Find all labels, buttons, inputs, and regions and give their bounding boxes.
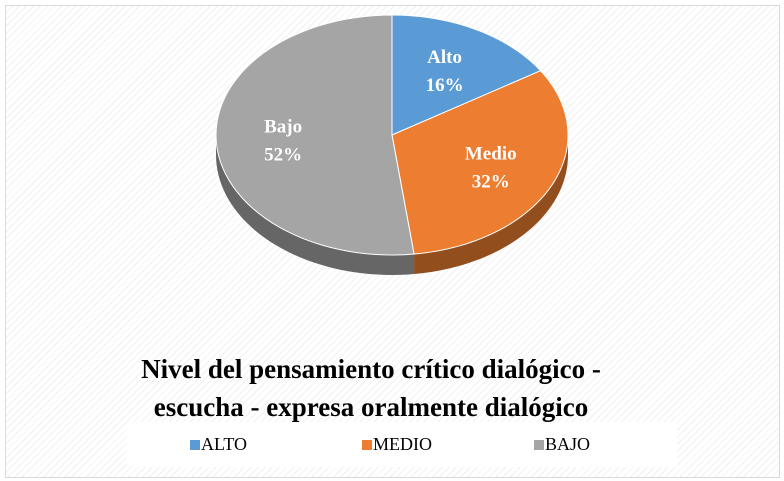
data-label: 52% — [264, 145, 302, 166]
slice — [391, 70, 569, 255]
legend-label: ALTO — [201, 434, 247, 454]
slice-side — [216, 135, 415, 275]
slice — [391, 14, 542, 136]
legend-box — [127, 422, 677, 467]
chart-title: Nivel del pensamiento crítico dialógico … — [141, 354, 601, 384]
data-label: 32% — [472, 172, 510, 193]
slice-side — [414, 135, 568, 275]
data-label-name: Alto — [427, 47, 462, 68]
legend-label: MEDIO — [373, 434, 432, 454]
legend-swatch — [362, 440, 372, 450]
legend-swatch — [190, 440, 200, 450]
slice — [215, 14, 415, 256]
data-label-name: Medio — [465, 144, 517, 165]
data-label-name: Bajo — [264, 117, 302, 138]
legend-swatch — [534, 440, 544, 450]
legend-label: BAJO — [545, 434, 590, 454]
data-label: 16% — [426, 75, 464, 96]
chart-title: escucha - expresa oralmente dialógico — [154, 392, 588, 422]
